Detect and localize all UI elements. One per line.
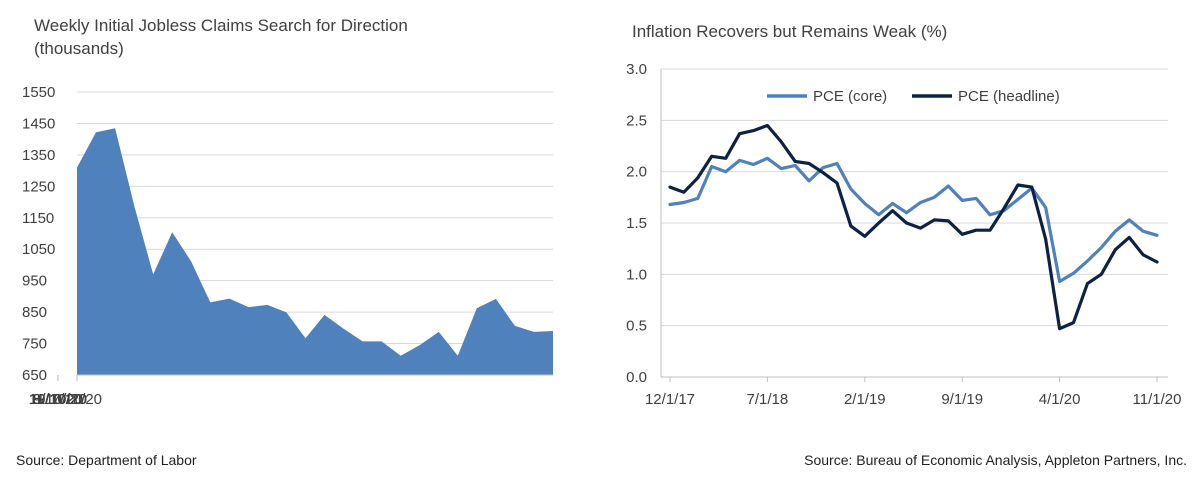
chart1-ytick-label: 650 (22, 367, 47, 384)
inflation-chart: 0.0 0.5 1.0 1.5 2.0 2.5 3.0 12/1/17 7/1/18 2/1/19… (626, 61, 1182, 408)
chart2-xtick-label: 11/1/20 (1133, 391, 1182, 408)
chart1-xtick-label: 9/10/20 (33, 391, 83, 408)
jobless-claims-chart: 650 750 850 950 1050 1150 1250 1350 1450 1550 7/10… (22, 84, 553, 408)
chart2-source: Source: Bureau of Economic Analysis, App… (804, 452, 1187, 468)
chart1-xtick-label: 11/10/20 (29, 391, 86, 408)
chart1-title: Weekly Initial Jobless Claims Search for… (34, 16, 408, 58)
chart2-ytick-label: 0.5 (626, 318, 647, 335)
chart2-series-line-headline (668, 123, 1159, 331)
chart1-xtick-label: 12/10/20 (29, 391, 87, 408)
chart1-ytick-label: 1550 (22, 84, 55, 101)
chart2-ytick-label: 1.5 (626, 215, 647, 232)
chart2-xtick-label: 4/1/20 (1039, 391, 1081, 408)
chart1-ytick-label: 1050 (22, 241, 55, 258)
chart2-title: Inflation Recovers but Remains Weak (%) (632, 22, 948, 41)
chart1-xtick-label: 8/10/20 (33, 391, 83, 408)
chart2-xtick-label: 7/1/18 (747, 391, 789, 408)
chart1-source: Source: Department of Labor (16, 452, 197, 468)
chart2-ytick-label: 1.0 (626, 266, 647, 283)
chart2-xtick-label: 9/1/19 (941, 391, 983, 408)
chart1-ytick-label: 1250 (22, 178, 55, 195)
chart1-xtick-label: 10/10/20 (29, 391, 87, 408)
chart1-xtick-label: 7/10/20 (52, 391, 102, 408)
chart1-ytick-label: 1150 (22, 210, 54, 227)
chart2-xtick-label: 12/1/17 (645, 391, 695, 408)
chart2-ytick-label: 2.0 (626, 164, 647, 181)
chart2-legend-label: PCE (headline) (958, 88, 1060, 105)
chart1-area-series (77, 128, 553, 375)
chart1-ytick-label: 950 (22, 273, 47, 290)
chart2-series-line-core (668, 156, 1159, 284)
chart1-ytick-label: 850 (22, 304, 47, 321)
chart2-xtick-label: 2/1/19 (844, 391, 886, 408)
chart1-ytick-label: 1350 (22, 147, 55, 164)
chart2-legend-label: PCE (core) (813, 88, 887, 105)
chart2-ytick-label: 3.0 (626, 61, 647, 78)
chart1-ytick-label: 1450 (22, 115, 55, 132)
chart2-ytick-label: 0.0 (626, 369, 647, 386)
chart2-ytick-label: 2.5 (626, 112, 647, 129)
chart1-ytick-label: 750 (22, 336, 47, 353)
